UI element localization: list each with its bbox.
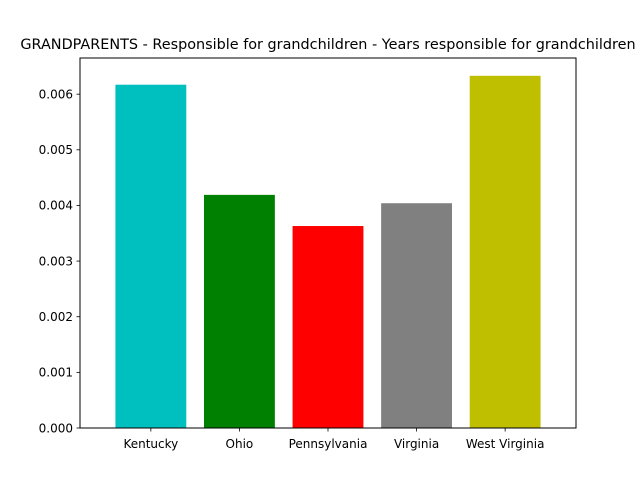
x-axis: Kentucky Ohio Pennsylvania Virginia West Vir… (123, 428, 544, 451)
y-tick-label: 0.004 (39, 199, 73, 213)
x-tick-label: West Virginia (466, 437, 545, 451)
x-tick-label: Kentucky (123, 437, 178, 451)
x-tick-label: Pennsylvania (289, 437, 368, 451)
x-tick-label: Virginia (394, 437, 439, 451)
y-tick-label: 0.001 (39, 366, 73, 380)
y-axis: 0.000 0.001 0.002 0.003 0.004 0.005 0.006 (39, 87, 80, 435)
y-tick-label: 0.000 (39, 421, 73, 435)
y-tick-label: 0.002 (39, 310, 73, 324)
y-tick-label: 0.003 (39, 254, 73, 268)
bar-pennsylvania (292, 226, 364, 428)
x-tick-label: Ohio (226, 437, 254, 451)
bar-ohio (204, 194, 275, 428)
bar-kentucky (115, 84, 187, 429)
y-tick-label: 0.006 (39, 87, 73, 101)
chart-title: GRANDPARENTS - Responsible for grandchil… (20, 37, 635, 53)
bar-west-virginia (469, 75, 541, 429)
bars-group (115, 75, 541, 429)
y-tick-label: 0.005 (39, 143, 73, 157)
bar-virginia (381, 203, 452, 428)
